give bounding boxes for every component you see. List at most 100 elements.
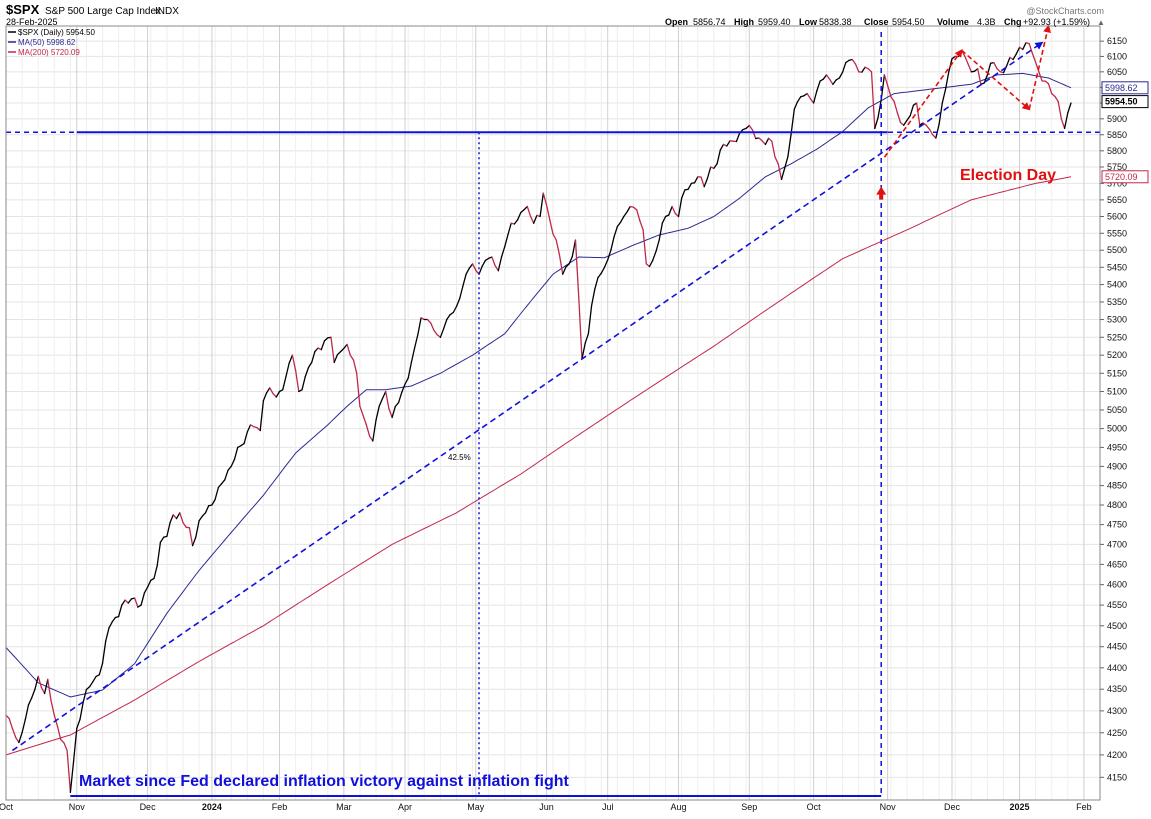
x-tick-label: Apr	[398, 802, 412, 812]
price-segment	[177, 513, 180, 519]
price-segment	[688, 183, 691, 189]
price-segment	[926, 125, 929, 129]
price-segment	[61, 739, 64, 742]
price-segment	[109, 622, 112, 628]
y-tick-label: 5800	[1107, 146, 1127, 156]
price-segment	[910, 105, 913, 115]
price-segment	[997, 69, 1000, 72]
price-segment	[1055, 97, 1058, 102]
price-segment	[659, 223, 662, 240]
y-tick-label: 5000	[1107, 424, 1127, 434]
x-tick-label: 2025	[1010, 802, 1030, 812]
price-segment	[141, 593, 144, 605]
price-tag-label: 5998.62	[1105, 83, 1138, 93]
x-tick-label: Feb	[272, 802, 288, 812]
price-segment	[70, 761, 73, 792]
price-segment	[460, 286, 463, 298]
price-segment	[717, 150, 720, 164]
price-segment	[559, 255, 562, 275]
y-tick-label: 4200	[1107, 750, 1127, 760]
chart-date: 28-Feb-2025	[6, 17, 58, 27]
price-segment	[206, 506, 209, 513]
price-segment	[373, 420, 376, 441]
x-tick-label: Nov	[880, 802, 897, 812]
high-value: 5959.40	[758, 17, 791, 27]
price-segment	[852, 60, 855, 65]
price-segment	[502, 247, 505, 257]
price-segment	[267, 388, 270, 393]
y-tick-label: 5600	[1107, 211, 1127, 221]
price-segment	[222, 480, 225, 484]
price-segment	[41, 687, 44, 693]
price-segment	[765, 138, 768, 144]
pct-gain-label: 42.5%	[448, 453, 471, 462]
price-segment	[498, 257, 501, 271]
price-segment	[64, 743, 67, 751]
price-segment	[225, 470, 228, 480]
price-segment	[547, 205, 550, 220]
price-segment	[83, 690, 86, 703]
price-segment	[202, 513, 205, 516]
exchange-label: INDX	[155, 6, 179, 17]
price-segment	[93, 676, 96, 681]
price-segment	[457, 299, 460, 307]
price-segment	[305, 368, 308, 377]
price-segment	[337, 352, 340, 355]
price-segment	[466, 268, 469, 274]
price-segment	[965, 56, 968, 64]
price-segment	[9, 719, 12, 729]
x-tick-label: Jul	[602, 802, 614, 812]
y-tick-label: 4550	[1107, 600, 1127, 610]
y-tick-label: 5250	[1107, 332, 1127, 342]
price-segment	[701, 177, 704, 187]
y-tick-label: 5500	[1107, 245, 1127, 255]
price-segment	[112, 618, 115, 622]
price-segment	[99, 664, 102, 675]
y-tick-label: 4400	[1107, 663, 1127, 673]
price-segment	[775, 157, 778, 164]
price-segment	[418, 318, 421, 335]
price-segment	[576, 240, 579, 296]
y-tick-label: 5650	[1107, 195, 1127, 205]
x-tick-label: Dec	[944, 802, 961, 812]
x-tick-label: Dec	[140, 802, 157, 812]
price-segment	[447, 315, 450, 320]
price-segment	[363, 416, 366, 425]
price-segment	[244, 432, 247, 444]
price-segment	[312, 352, 315, 363]
price-segment	[492, 257, 495, 266]
price-segment	[833, 80, 836, 84]
price-segment	[399, 392, 402, 402]
price-tag-label: 5720.09	[1105, 172, 1138, 182]
price-segment	[579, 296, 582, 359]
price-segment	[48, 679, 51, 700]
open-value: 5856.74	[693, 17, 726, 27]
price-segment	[884, 75, 887, 85]
y-tick-label: 5300	[1107, 315, 1127, 325]
y-tick-label: 5200	[1107, 350, 1127, 360]
y-tick-label: 5550	[1107, 228, 1127, 238]
x-tick-label: Aug	[670, 802, 686, 812]
y-tick-label: 4800	[1107, 500, 1127, 510]
y-tick-label: 5100	[1107, 387, 1127, 397]
price-segment	[1049, 84, 1052, 94]
y-tick-label: 5900	[1107, 114, 1127, 124]
price-segment	[656, 240, 659, 251]
x-tick-label: May	[467, 802, 485, 812]
price-segment	[782, 168, 785, 179]
price-segment	[592, 289, 595, 305]
price-segment	[624, 212, 627, 217]
x-tick-label: Mar	[336, 802, 352, 812]
x-tick-label: Nov	[69, 802, 86, 812]
y-tick-label: 5050	[1107, 405, 1127, 415]
price-segment	[891, 97, 894, 102]
y-tick-label: 5400	[1107, 280, 1127, 290]
price-segment	[617, 222, 620, 226]
price-segment	[289, 355, 292, 363]
legend-entry: MA(50) 5998.62	[18, 38, 76, 47]
price-segment	[350, 355, 353, 360]
price-segment	[157, 542, 160, 565]
price-segment	[720, 144, 723, 150]
